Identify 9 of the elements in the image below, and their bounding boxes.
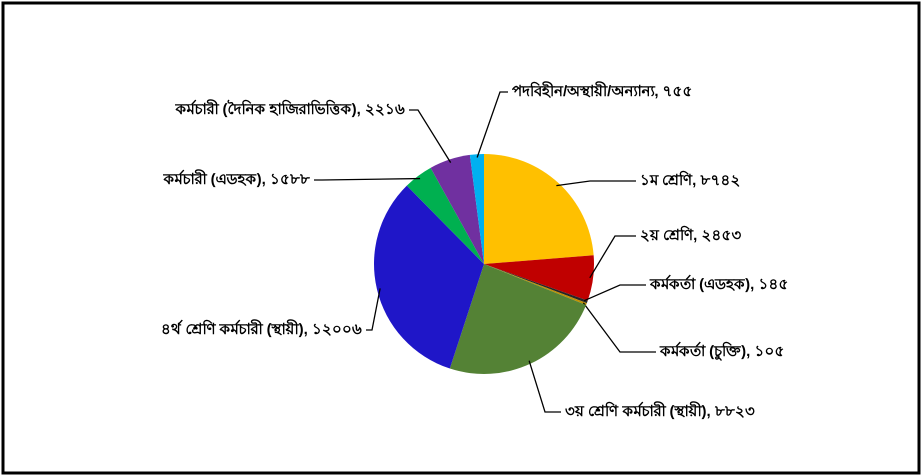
slice-label: কর্মকর্তা (চুক্তি), ১০৫ [660,341,784,363]
slice-label: কর্মচারী (এডহক), ১৫৮৮ [164,169,310,190]
slice-label: ৩য় শ্রেণি কর্মচারী (স্থায়ী), ৮৮২৩ [565,401,755,422]
slice-label: পদবিহীন/অস্থায়ী/অন্যান্য, ৭৫৫ [512,81,693,102]
slice-label: কর্মচারী (দৈনিক হাজিরাভিত্তিক), ২২১৬ [175,99,405,120]
slice-label: ১ম শ্রেণি, ৮৭৪২ [640,170,741,191]
slice-label: ২য় শ্রেণি, ২৪৫৩ [640,225,742,246]
slice-label: ৪র্থ শ্রেণি কর্মচারী (স্থায়ী), ১২০০৬ [161,319,362,340]
slice-label: কর্মকর্তা (এডহক), ১৪৫ [650,274,788,295]
